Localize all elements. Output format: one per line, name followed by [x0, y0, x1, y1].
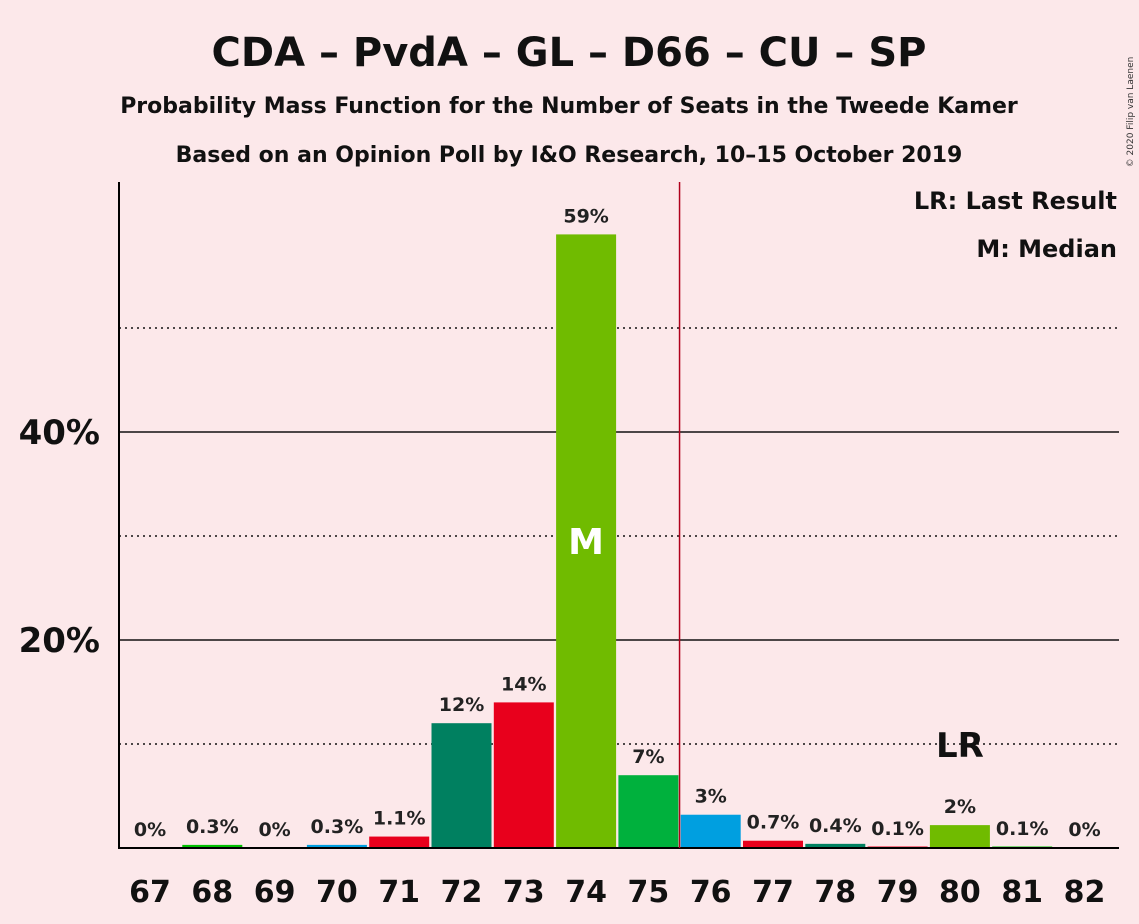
x-tick-label-75: 75 — [628, 875, 670, 910]
bar-75 — [618, 775, 679, 848]
x-tick-label-80: 80 — [939, 875, 981, 910]
data-label-74: 59% — [563, 205, 608, 227]
x-tick-label-78: 78 — [814, 875, 856, 910]
x-tick-labels: 67 68 69 70 71 72 73 74 75 76 77 78 79 80 81 82 — [129, 875, 1105, 910]
data-label-72: 12% — [439, 694, 484, 716]
y-tick-label: 20% — [19, 621, 100, 661]
copyright-note: © 2020 Filip van Laenen — [1126, 57, 1136, 168]
bar-80 — [929, 825, 990, 848]
y-tick-labels: 20% 40% — [19, 413, 100, 661]
data-label-77: 0.7% — [747, 812, 800, 834]
y-tick-label: 40% — [19, 413, 100, 453]
median-marker: M — [568, 522, 604, 563]
chart-subtitle-2: Based on an Opinion Poll by I&O Research… — [176, 143, 963, 168]
data-label-71: 1.1% — [373, 808, 426, 830]
bar-78 — [805, 843, 866, 848]
data-label-69: 0% — [258, 819, 290, 841]
legend-median: M: Median — [976, 235, 1117, 263]
x-tick-label-81: 81 — [1001, 875, 1043, 910]
chart-subtitle-1: Probability Mass Function for the Number… — [120, 94, 1018, 119]
data-label-81: 0.1% — [996, 818, 1049, 840]
data-label-70: 0.3% — [311, 816, 364, 838]
data-label-79: 0.1% — [871, 818, 924, 840]
x-tick-label-70: 70 — [316, 875, 358, 910]
x-tick-label-74: 74 — [565, 875, 607, 910]
data-label-75: 7% — [632, 746, 664, 768]
gridlines — [119, 327, 1119, 745]
x-tick-label-79: 79 — [877, 875, 919, 910]
x-tick-label-76: 76 — [690, 875, 732, 910]
x-tick-label-73: 73 — [503, 875, 545, 910]
x-tick-label-68: 68 — [191, 875, 233, 910]
bar-74 — [556, 234, 617, 848]
chart-title: CDA – PvdA – GL – D66 – CU – SP — [212, 30, 927, 76]
bar-76 — [680, 814, 741, 848]
bar-68 — [182, 844, 243, 848]
data-label-78: 0.4% — [809, 815, 862, 837]
data-label-80: 2% — [944, 796, 976, 818]
last-result-marker: LR — [936, 726, 984, 766]
legend-last-result: LR: Last Result — [914, 187, 1117, 215]
data-label-73: 14% — [501, 673, 546, 695]
x-tick-label-67: 67 — [129, 875, 171, 910]
bar-77 — [743, 840, 803, 848]
bar-73 — [493, 702, 554, 848]
bars — [182, 234, 1053, 848]
data-label-68: 0.3% — [186, 816, 239, 838]
data-label-67: 0% — [134, 819, 166, 841]
x-tick-label-82: 82 — [1064, 875, 1106, 910]
data-labels: 0% 0.3% 0% 0.3% 1.1% 12% 14% 59% 7% 3% 0.7% 0.4% 0.1… — [134, 205, 1101, 841]
bar-71 — [369, 836, 430, 848]
bar-72 — [431, 723, 492, 848]
data-label-76: 3% — [695, 786, 727, 808]
data-label-82: 0% — [1068, 819, 1100, 841]
x-tick-label-69: 69 — [254, 875, 296, 910]
bar-70 — [306, 844, 367, 848]
x-tick-label-71: 71 — [378, 875, 420, 910]
x-tick-label-77: 77 — [752, 875, 794, 910]
x-tick-label-72: 72 — [441, 875, 483, 910]
